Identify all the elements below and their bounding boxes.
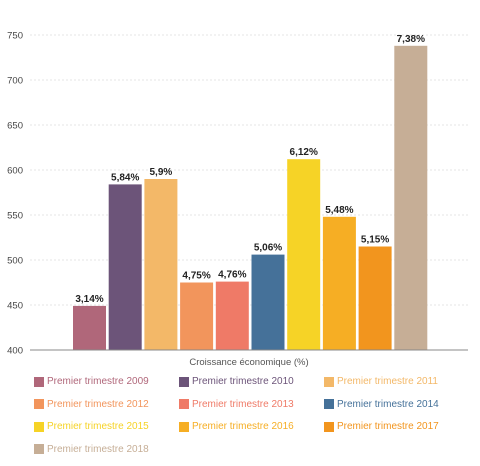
y-tick-label: 600 xyxy=(7,166,23,177)
legend-swatch xyxy=(324,399,334,409)
bars xyxy=(73,45,428,351)
bar-1[interactable] xyxy=(73,305,106,350)
y-tick-label: 700 xyxy=(7,76,23,87)
legend-label: Premier trimestre 2014 xyxy=(337,398,439,410)
data-label: 5,9% xyxy=(150,167,173,178)
legend-swatch xyxy=(34,421,44,432)
legend-swatch xyxy=(179,376,189,387)
bar-8[interactable] xyxy=(322,216,356,350)
legend-item[interactable]: Premier trimestre 2012 xyxy=(34,399,149,410)
legend-label: Premier trimestre 2017 xyxy=(337,421,439,432)
data-label: 5,15% xyxy=(361,235,389,246)
bar-5[interactable] xyxy=(215,281,249,350)
legend-swatch xyxy=(179,399,189,409)
data-label: 5,06% xyxy=(254,243,282,254)
y-tick-label: 650 xyxy=(7,121,23,132)
legend-label: Premier trimestre 2010 xyxy=(192,376,294,387)
bar-3[interactable] xyxy=(144,179,178,350)
legend-label: Premier trimestre 2011 xyxy=(337,376,438,387)
bar-9[interactable] xyxy=(358,246,392,351)
legend-item[interactable]: Premier trimestre 2013 xyxy=(179,399,294,410)
legend-swatch xyxy=(34,399,44,409)
data-label: 4,75% xyxy=(182,271,210,282)
data-label: 5,84% xyxy=(111,172,139,183)
legend-item[interactable]: Premier trimestre 2009 xyxy=(34,376,149,387)
data-label: 3,14% xyxy=(75,294,103,305)
bar-4[interactable] xyxy=(180,282,214,351)
legend-label: Premier trimestre 2013 xyxy=(192,398,294,410)
legend-label: Premier trimestre 2012 xyxy=(47,398,149,410)
bar-chart: 400 450 500 550 600 650 700 750 3,14% 5,84% 5,9% 4… xyxy=(7,31,468,368)
legend-label: Premier trimestre 2018 xyxy=(47,443,149,455)
legend-swatch xyxy=(324,421,334,432)
bar-6[interactable] xyxy=(251,254,285,350)
legend-label: Premier trimestre 2015 xyxy=(47,421,149,432)
y-axis-ticks: 400 450 500 550 600 650 700 750 xyxy=(7,31,23,357)
y-tick-label: 500 xyxy=(7,256,23,267)
legend-item[interactable]: Premier trimestre 2016 xyxy=(179,421,294,432)
legend-swatch xyxy=(34,444,44,454)
legend-item[interactable]: Premier trimestre 2015 xyxy=(34,421,149,432)
data-label: 7,38% xyxy=(397,34,425,45)
data-labels: 3,14% 5,84% 5,9% 4,75% 4,76% 5,06% 6,12% 5,48% 5… xyxy=(75,34,425,305)
legend-item[interactable]: Premier trimestre 2018 xyxy=(34,444,149,455)
y-tick-label: 550 xyxy=(7,211,23,222)
y-tick-label: 450 xyxy=(7,301,23,312)
legend-label: Premier trimestre 2009 xyxy=(47,376,149,387)
y-tick-label: 750 xyxy=(7,31,23,42)
x-axis-label: Croissance économique (%) xyxy=(189,357,308,368)
legend-item[interactable]: Premier trimestre 2017 xyxy=(324,421,439,432)
bar-10[interactable] xyxy=(394,45,428,351)
data-label: 4,76% xyxy=(218,270,246,281)
legend-swatch xyxy=(179,421,189,432)
legend-label: Premier trimestre 2016 xyxy=(192,421,294,432)
bar-2[interactable] xyxy=(108,184,142,350)
legend-item[interactable]: Premier trimestre 2010 xyxy=(179,376,294,387)
bar-7[interactable] xyxy=(287,159,321,350)
legend-item[interactable]: Premier trimestre 2011 xyxy=(324,376,438,387)
legend-swatch xyxy=(324,376,334,387)
y-tick-label: 400 xyxy=(7,346,23,357)
data-label: 6,12% xyxy=(290,147,318,158)
data-label: 5,48% xyxy=(325,205,353,216)
legend-item[interactable]: Premier trimestre 2014 xyxy=(324,399,439,410)
legend-swatch xyxy=(34,376,44,387)
